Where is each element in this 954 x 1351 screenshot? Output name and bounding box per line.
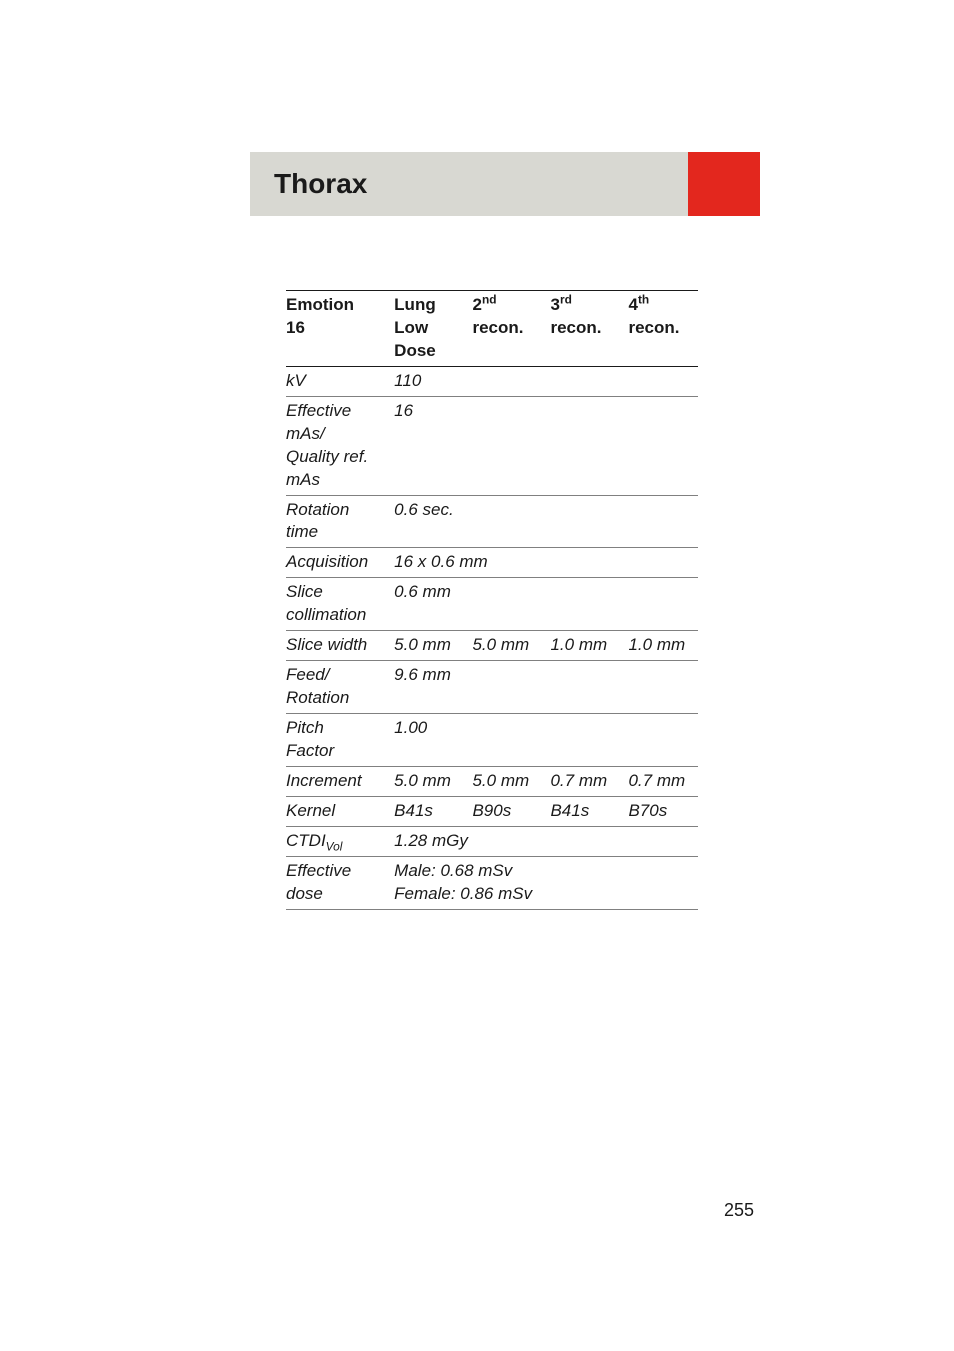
val-effd-m: Male: 0.68 mSv (394, 861, 512, 880)
param-kv: kV (286, 366, 394, 396)
val-kernel-5: B70s (628, 796, 698, 826)
val-slice-w-2: 5.0 mm (394, 631, 472, 661)
param-feed: Feed/ Rotation (286, 661, 394, 714)
val-kv: 110 (394, 366, 698, 396)
section-header-red-tab (688, 152, 760, 216)
val-incr-4: 0.7 mm (550, 766, 628, 796)
hdr-emotion: Emotion (286, 295, 354, 314)
param-slice-coll: Slice collimation (286, 578, 394, 631)
table-row: Feed/ Rotation 9.6 mm (286, 661, 698, 714)
hdr-dose: Dose (394, 341, 436, 360)
hdr-3: 3 (550, 295, 559, 314)
val-slice-w-3: 5.0 mm (472, 631, 550, 661)
param-acq: Acquisition (286, 548, 394, 578)
hdr-lung: Lung (394, 295, 436, 314)
hdr-4: 4 (628, 295, 637, 314)
hdr-th: th (638, 292, 649, 306)
table-row: CTDIVol 1.28 mGy (286, 826, 698, 856)
val-kernel-4: B41s (550, 796, 628, 826)
val-eff-mas: 16 (394, 396, 698, 495)
table-header-row: Emotion 16 Lung Low Dose 2nd recon. 3rd … (286, 291, 698, 367)
param-incr: Increment (286, 766, 394, 796)
table-row: Increment 5.0 mm 5.0 mm 0.7 mm 0.7 mm (286, 766, 698, 796)
val-effd-f: Female: 0.86 mSv (394, 884, 532, 903)
table-row: kV 110 (286, 366, 698, 396)
param-mas: mAs/ (286, 424, 325, 443)
val-ctdi: 1.28 mGy (394, 826, 698, 856)
page-number: 255 (724, 1200, 754, 1221)
section-title: Thorax (274, 168, 367, 200)
param-feed1: Feed/ (286, 665, 329, 684)
val-kernel-3: B90s (472, 796, 550, 826)
param-ctdi: CTDIVol (286, 826, 394, 856)
hdr-c4: 3rd recon. (550, 291, 628, 367)
param-mas2: mAs (286, 470, 320, 489)
val-slice-coll: 0.6 mm (394, 578, 698, 631)
param-coll: collimation (286, 605, 366, 624)
table-row: Rotation time 0.6 sec. (286, 495, 698, 548)
hdr-2-recon: recon. (472, 318, 523, 337)
val-rot: 0.6 sec. (394, 495, 698, 548)
hdr-4-recon: recon. (628, 318, 679, 337)
param-slice: Slice (286, 582, 323, 601)
hdr-nd: nd (482, 292, 497, 306)
hdr-c5: 4th recon. (628, 291, 698, 367)
val-slice-w-5: 1.0 mm (628, 631, 698, 661)
param-ctdi-sub: Vol (326, 839, 343, 853)
hdr-2: 2 (472, 295, 481, 314)
section-header: Thorax (250, 152, 760, 216)
param-rot1: Rotation (286, 500, 349, 519)
param-eff: Effective (286, 401, 351, 420)
hdr-c3: 2nd recon. (472, 291, 550, 367)
hdr-emotion-num: 16 (286, 318, 305, 337)
val-pitch: 1.00 (394, 714, 698, 767)
hdr-3-recon: recon. (550, 318, 601, 337)
val-feed: 9.6 mm (394, 661, 698, 714)
param-ctdi-pre: CTDI (286, 831, 326, 850)
hdr-c1: Emotion 16 (286, 291, 394, 367)
table-row: Effective dose Male: 0.68 mSv Female: 0.… (286, 856, 698, 909)
section-header-gray: Thorax (250, 152, 688, 216)
param-eff-dose: Effective dose (286, 856, 394, 909)
page: Thorax Emotion 16 Lung Low Dose 2nd reco… (0, 0, 954, 1351)
param-feed2: Rotation (286, 688, 349, 707)
val-incr-5: 0.7 mm (628, 766, 698, 796)
param-pitch: Pitch Factor (286, 714, 394, 767)
val-slice-w-4: 1.0 mm (550, 631, 628, 661)
val-incr-2: 5.0 mm (394, 766, 472, 796)
table-row: Slice width 5.0 mm 5.0 mm 1.0 mm 1.0 mm (286, 631, 698, 661)
param-effd1: Effective (286, 861, 351, 880)
hdr-low: Low (394, 318, 428, 337)
param-qref: Quality ref. (286, 447, 368, 466)
param-kernel: Kernel (286, 796, 394, 826)
hdr-rd: rd (560, 292, 572, 306)
val-eff-dose: Male: 0.68 mSv Female: 0.86 mSv (394, 856, 698, 909)
param-eff-mas: Effective mAs/ Quality ref. mAs (286, 396, 394, 495)
val-kernel-2: B41s (394, 796, 472, 826)
protocol-table: Emotion 16 Lung Low Dose 2nd recon. 3rd … (286, 290, 698, 910)
param-rot: Rotation time (286, 495, 394, 548)
protocol-table-wrap: Emotion 16 Lung Low Dose 2nd recon. 3rd … (286, 290, 698, 910)
table-row: Effective mAs/ Quality ref. mAs 16 (286, 396, 698, 495)
table-row: Kernel B41s B90s B41s B70s (286, 796, 698, 826)
param-rot2: time (286, 522, 318, 541)
param-pitch1: Pitch (286, 718, 324, 737)
val-incr-3: 5.0 mm (472, 766, 550, 796)
table-row: Acquisition 16 x 0.6 mm (286, 548, 698, 578)
param-effd2: dose (286, 884, 323, 903)
param-slice-w: Slice width (286, 631, 394, 661)
val-acq: 16 x 0.6 mm (394, 548, 698, 578)
hdr-c2: Lung Low Dose (394, 291, 472, 367)
table-row: Slice collimation 0.6 mm (286, 578, 698, 631)
table-row: Pitch Factor 1.00 (286, 714, 698, 767)
param-pitch2: Factor (286, 741, 334, 760)
